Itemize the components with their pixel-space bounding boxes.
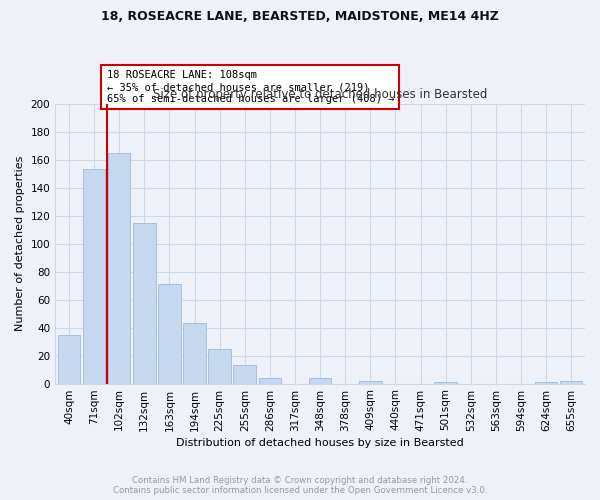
Bar — [560, 381, 583, 384]
X-axis label: Distribution of detached houses by size in Bearsted: Distribution of detached houses by size … — [176, 438, 464, 448]
Y-axis label: Number of detached properties: Number of detached properties — [15, 156, 25, 332]
Bar — [208, 348, 231, 384]
Bar — [359, 381, 382, 384]
Bar — [158, 284, 181, 384]
Bar — [434, 382, 457, 384]
Text: Contains HM Land Registry data © Crown copyright and database right 2024.
Contai: Contains HM Land Registry data © Crown c… — [113, 476, 487, 495]
Bar — [183, 324, 206, 384]
Text: 18, ROSEACRE LANE, BEARSTED, MAIDSTONE, ME14 4HZ: 18, ROSEACRE LANE, BEARSTED, MAIDSTONE, … — [101, 10, 499, 23]
Bar — [233, 366, 256, 384]
Bar — [133, 222, 155, 384]
Bar — [58, 334, 80, 384]
Bar — [108, 152, 130, 384]
Title: Size of property relative to detached houses in Bearsted: Size of property relative to detached ho… — [153, 88, 487, 101]
Bar — [83, 170, 106, 384]
Bar — [259, 378, 281, 384]
Bar — [535, 382, 557, 384]
Bar — [309, 378, 331, 384]
Text: 18 ROSEACRE LANE: 108sqm
← 35% of detached houses are smaller (219)
65% of semi-: 18 ROSEACRE LANE: 108sqm ← 35% of detach… — [107, 70, 394, 104]
